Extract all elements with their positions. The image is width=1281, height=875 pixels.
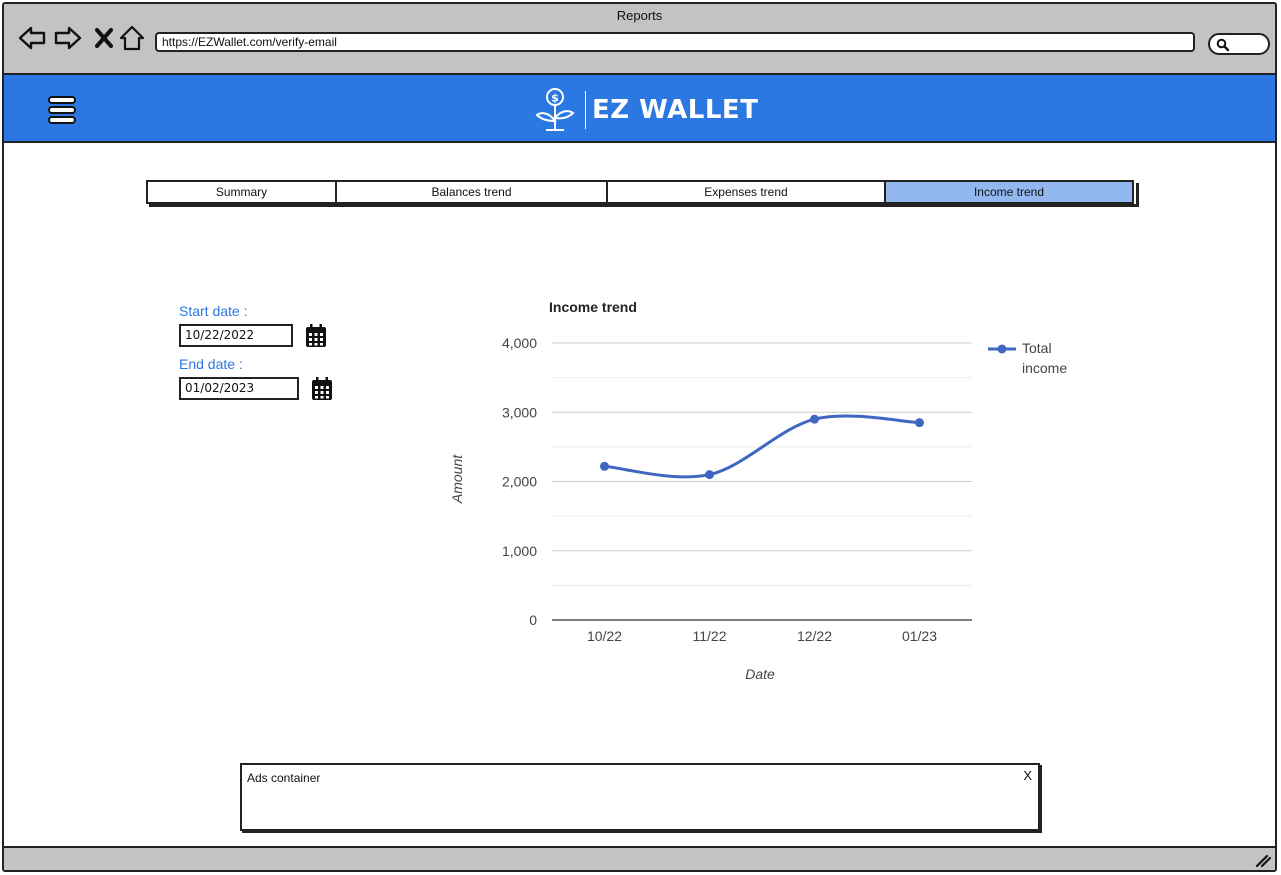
- brand-logo[interactable]: $ EZ WALLET: [533, 87, 758, 133]
- end-date-label: End date :: [179, 356, 243, 372]
- search-icon: [1216, 38, 1230, 52]
- series-line-total-income: [604, 414, 920, 479]
- income-trend-chart: Income trend 0 1,000 2,000 3,000 4,000 10/22…: [449, 299, 1067, 682]
- x-tick-label: 12/22: [797, 628, 832, 644]
- url-bar[interactable]: https://EZWallet.com/verify-email: [155, 32, 1195, 52]
- ads-close-button[interactable]: X: [1023, 768, 1032, 783]
- calendar-icon[interactable]: [311, 377, 333, 401]
- svg-text:$: $: [551, 92, 559, 105]
- data-point: [915, 418, 924, 428]
- hamburger-menu-icon[interactable]: [46, 94, 78, 126]
- legend-marker: [997, 344, 1007, 354]
- x-axis-label: Date: [745, 666, 775, 682]
- legend-label: Total income: [1022, 340, 1067, 376]
- y-tick-label: 0: [529, 612, 537, 628]
- brand-divider: [585, 91, 586, 129]
- end-date-input[interactable]: 01/02/2023: [179, 377, 299, 400]
- search-button[interactable]: [1208, 33, 1270, 55]
- back-arrow-icon[interactable]: [18, 24, 46, 52]
- x-tick-label: 10/22: [587, 628, 622, 644]
- x-tick-label: 11/22: [693, 628, 727, 644]
- chart-title: Income trend: [549, 299, 637, 315]
- browser-chrome: Reports https://EZWallet.com/verify-emai…: [4, 4, 1275, 75]
- y-tick-label: 2,000: [502, 474, 537, 490]
- y-tick-label: 3,000: [502, 404, 537, 420]
- window-title: Reports: [616, 8, 663, 23]
- start-date-label: Start date :: [179, 303, 248, 319]
- x-tick-label: 01/23: [902, 628, 937, 644]
- tab-balances-trend[interactable]: Balances trend: [335, 180, 608, 204]
- start-date-input[interactable]: 10/22/2022: [179, 324, 293, 347]
- ads-label: Ads container: [247, 771, 321, 785]
- data-point: [600, 461, 609, 471]
- report-tabs: Summary Balances trend Expenses trend In…: [146, 180, 1136, 204]
- status-bar: [4, 846, 1275, 870]
- tab-income-trend[interactable]: Income trend: [884, 180, 1134, 204]
- money-plant-icon: $: [535, 88, 575, 131]
- app-header: $ EZ WALLET: [4, 75, 1275, 143]
- tab-expenses-trend[interactable]: Expenses trend: [606, 180, 886, 204]
- y-tick-label: 1,000: [502, 543, 537, 559]
- calendar-icon[interactable]: [305, 324, 327, 348]
- data-point: [705, 470, 714, 480]
- resize-grip-icon[interactable]: [1253, 852, 1271, 868]
- home-icon[interactable]: [118, 24, 146, 52]
- tab-summary[interactable]: Summary: [146, 180, 337, 204]
- y-axis-label: Amount: [449, 454, 465, 504]
- brand-name: EZ WALLET: [592, 95, 759, 125]
- y-tick-label: 4,000: [502, 335, 537, 351]
- close-icon[interactable]: [90, 24, 118, 52]
- data-point: [810, 414, 819, 424]
- forward-arrow-icon[interactable]: [54, 24, 82, 52]
- ads-container: Ads container X: [240, 763, 1040, 831]
